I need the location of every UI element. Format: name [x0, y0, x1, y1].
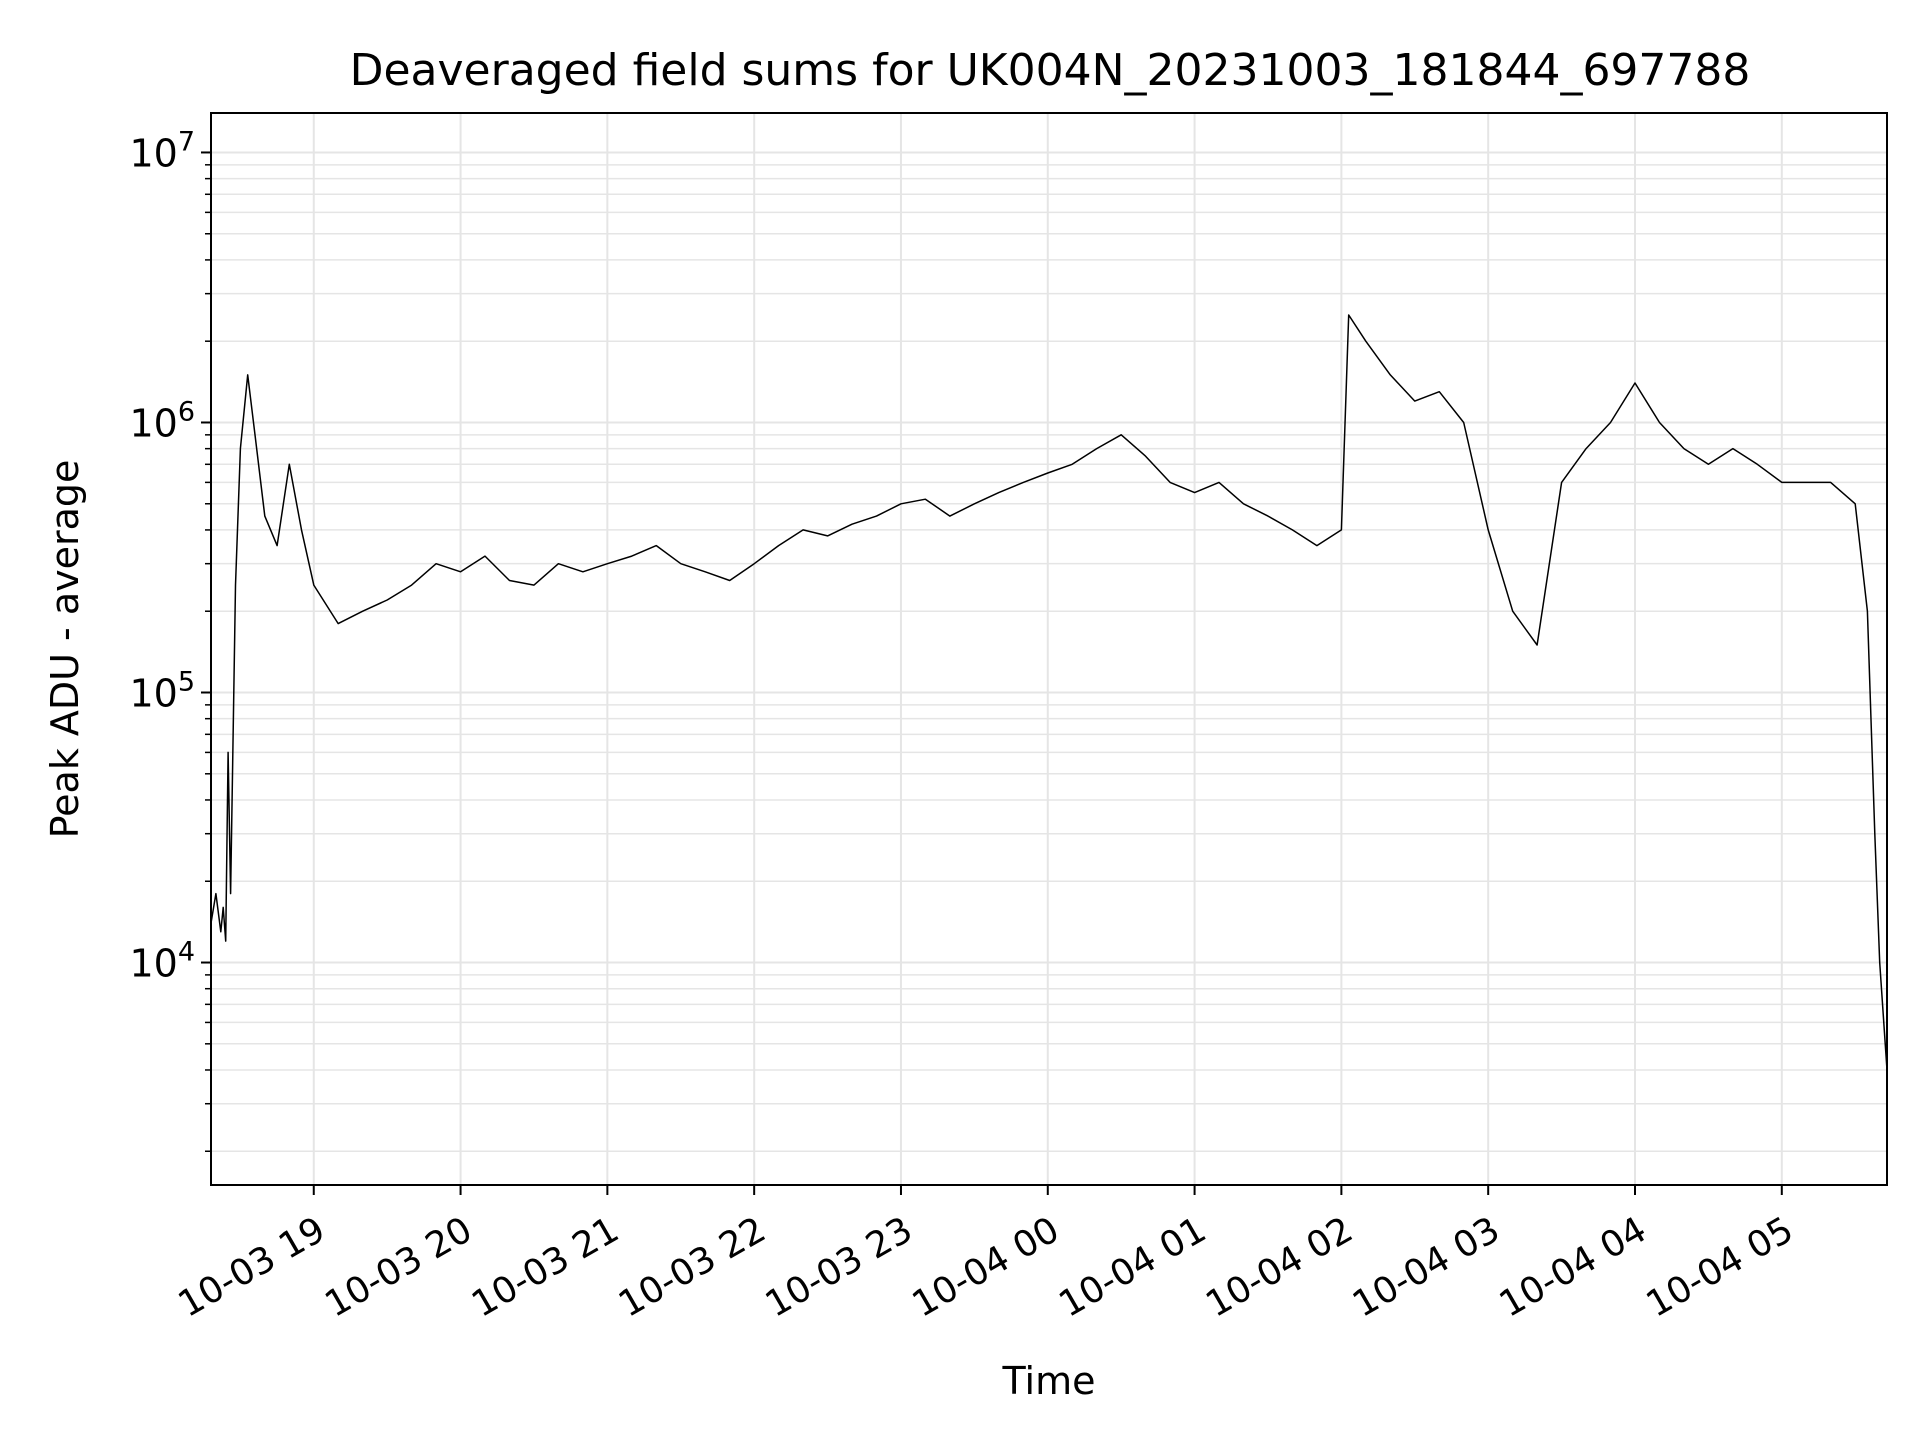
y-tick-label: 105: [129, 667, 195, 716]
y-axis-label: Peak ADU - average: [43, 460, 87, 839]
y-tick-label: 106: [129, 396, 195, 445]
y-tick-label: 107: [129, 126, 195, 175]
axes-frame: [210, 112, 1888, 1186]
grid: [211, 113, 1887, 1185]
x-axis-label: Time: [1002, 1359, 1096, 1403]
plot-area: [210, 314, 1888, 1071]
y-tick-label: 104: [129, 937, 195, 986]
series-line: [210, 314, 1888, 1071]
chart-title: Deaveraged field sums for UK004N_2023100…: [350, 45, 1751, 96]
y-axis: 104 105 106 107: [129, 126, 211, 1153]
